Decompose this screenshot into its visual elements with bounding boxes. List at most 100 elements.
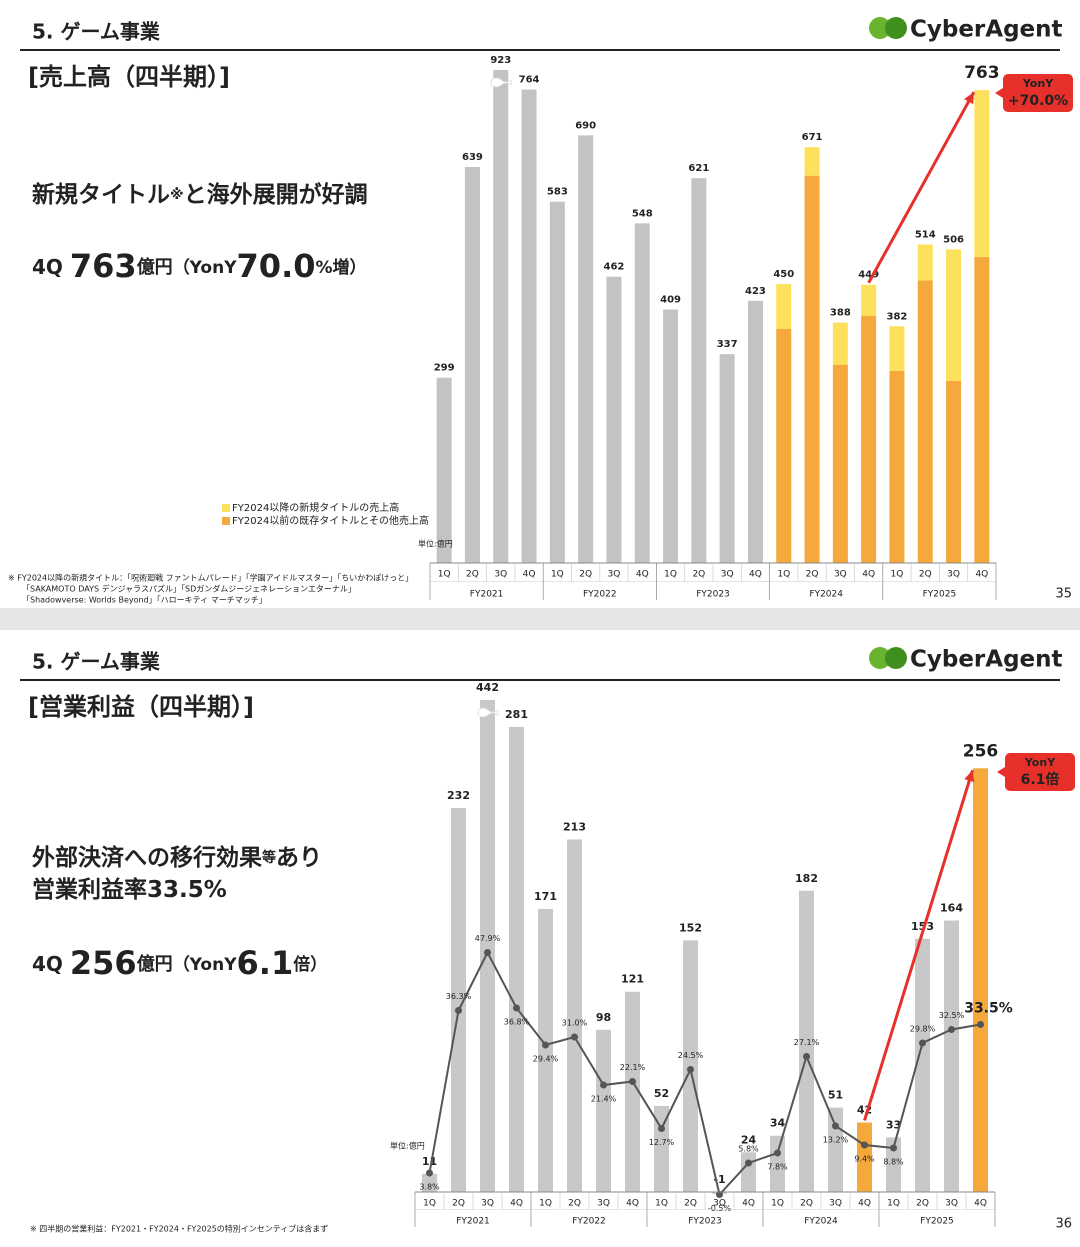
bar-label: 232 (447, 789, 470, 802)
page-number: 36 (1055, 1217, 1072, 1232)
x-tick-label: 1Q (551, 570, 564, 580)
bar (828, 1107, 843, 1192)
bar-segment (804, 175, 820, 563)
x-tick-label: 3Q (597, 1199, 610, 1209)
x-tick-label: 2Q (466, 570, 479, 580)
callout-text: YonY (1024, 756, 1056, 769)
margin-label: 8.8% (883, 1158, 904, 1167)
bar-label: 24 (741, 1133, 757, 1146)
bar-segment (832, 364, 848, 563)
x-tick-label: 4Q (975, 570, 988, 580)
x-tick-label: 2Q (568, 1199, 581, 1209)
margin-label: 3.8% (419, 1183, 440, 1192)
total-label: 621 (688, 163, 709, 174)
group-label: FY2025 (920, 1217, 954, 1227)
bar-label: 51 (828, 1089, 843, 1102)
footnote: ※ FY2024以降の新規タイトル：「呪術廻戦 ファントムパレード」「学園アイド… (8, 573, 413, 583)
footnote: 「Shadowverse: Worlds Beyond」「ハローキティ マーチマ… (22, 596, 267, 605)
callout-text: +70.0% (1008, 93, 1068, 109)
bar-segment (776, 284, 792, 329)
total-label: 449 (858, 270, 879, 281)
bar-segment (946, 249, 962, 381)
margin-point (716, 1191, 723, 1198)
bar-label: 182 (795, 872, 818, 885)
subline-part: 70.0 (237, 247, 316, 285)
x-tick-label: 4Q (510, 1199, 523, 1209)
group-label: FY2022 (572, 1217, 606, 1227)
bar (973, 768, 988, 1192)
growth-arrow (867, 91, 976, 284)
bar-segment (521, 89, 537, 563)
x-tick-label: 4Q (858, 1199, 871, 1209)
subline-part: （YonY (173, 257, 238, 278)
margin-point (629, 1078, 636, 1085)
total-label: 409 (660, 295, 681, 306)
headline: 営業利益率33.5% (32, 876, 227, 903)
bar (944, 920, 959, 1192)
logo-mark (885, 17, 907, 39)
group-label: FY2023 (688, 1217, 722, 1227)
margin-label: 27.1% (794, 1038, 820, 1047)
page-number: 35 (1055, 587, 1072, 602)
x-tick-label: 4Q (523, 570, 536, 580)
logo: CyberAgent (910, 17, 1063, 43)
margin-point (687, 1066, 694, 1073)
x-tick-label: 1Q (771, 1199, 784, 1209)
legend-label: FY2024以降の新規タイトルの売上高 (232, 501, 399, 514)
section-title: 5. ゲーム事業 (32, 650, 161, 674)
bar-label: 11 (422, 1155, 437, 1168)
arrow-head (964, 92, 974, 105)
total-label: 548 (632, 208, 653, 219)
unit-label: 単位:億円 (418, 539, 453, 549)
bar-segment (974, 90, 990, 257)
bar (770, 1135, 785, 1192)
x-tick-label: 2Q (800, 1199, 813, 1209)
x-tick-label: 4Q (626, 1199, 639, 1209)
total-label: 639 (462, 152, 483, 163)
margin-label: 24.5% (678, 1051, 704, 1060)
headline-part: ※ (170, 187, 184, 203)
headline-part: 等 (262, 849, 276, 866)
subline-part: （YonY (173, 954, 238, 975)
subline-part: 256 (70, 944, 137, 982)
margin-label: 47.9% (475, 934, 501, 943)
bar-segment (606, 276, 622, 563)
x-tick-label: 1Q (539, 1199, 552, 1209)
total-label: 423 (745, 286, 766, 297)
margin-point (455, 1007, 462, 1014)
total-label: 388 (830, 308, 851, 319)
x-tick-label: 2Q (684, 1199, 697, 1209)
axis-break (477, 707, 499, 718)
logo-mark (869, 647, 891, 669)
total-label: 671 (802, 132, 823, 143)
x-tick-label: 2Q (919, 570, 932, 580)
margin-point (803, 1053, 810, 1060)
unit-label: 単位:億円 (390, 1141, 425, 1151)
margin-label: -0.5% (708, 1204, 732, 1213)
subline-part: 4Q (32, 952, 70, 976)
x-tick-label: 1Q (777, 570, 790, 580)
total-label: 450 (773, 269, 794, 280)
footnote: ※ 四半期の営業利益：FY2021・FY2024・FY2025の特別インセンティ… (30, 1224, 328, 1234)
bar-label: 256 (963, 741, 999, 761)
bar (915, 938, 930, 1192)
bar-label: 213 (563, 820, 586, 833)
margin-label: 36.3% (446, 992, 472, 1001)
bar-segment (832, 322, 848, 365)
total-label: 337 (717, 339, 738, 350)
x-tick-label: 3Q (829, 1199, 842, 1209)
margin-point (919, 1039, 926, 1047)
subline-part: 億円 (137, 256, 173, 278)
footnote: 「SAKAMOTO DAYS デンジャラスパズル」「SDガンダムジージェネレーシ… (22, 584, 356, 594)
bars (422, 700, 988, 1194)
headline-part: 営業利益率33.5% (32, 876, 227, 903)
margin-label: 9.4% (854, 1155, 875, 1164)
bar-segment (663, 309, 679, 563)
bar-segment (917, 280, 933, 563)
total-label: 583 (547, 187, 568, 198)
x-tick-label: 1Q (438, 570, 451, 580)
margin-line (428, 950, 981, 1197)
x-tick-label: 3Q (494, 570, 507, 580)
x-tick-label: 2Q (452, 1199, 465, 1209)
